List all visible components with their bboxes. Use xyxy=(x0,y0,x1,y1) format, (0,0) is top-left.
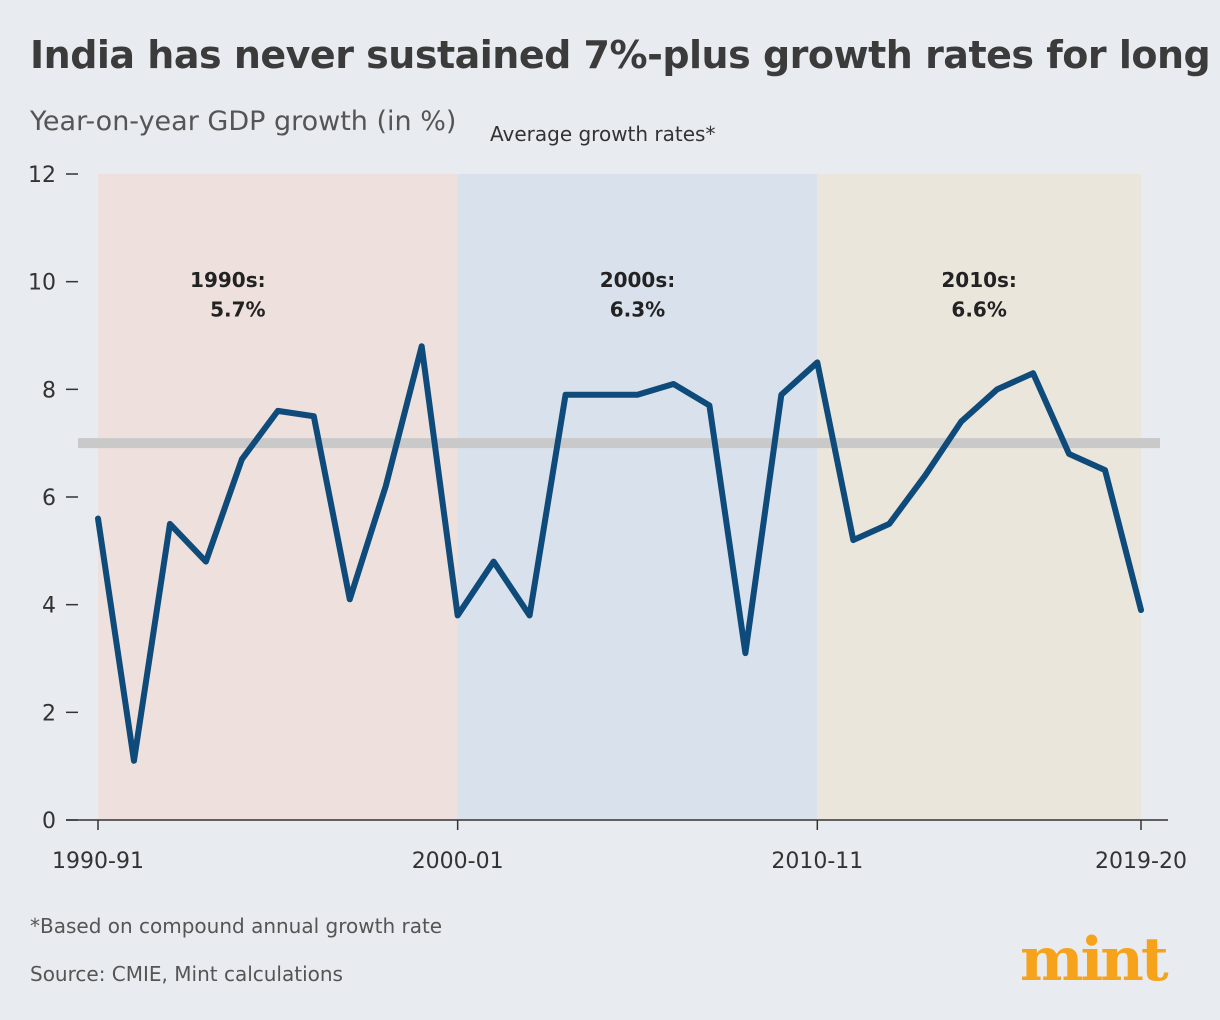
data-point xyxy=(636,394,638,396)
x-tick-label: 2000-01 xyxy=(412,849,504,874)
data-point xyxy=(169,523,171,525)
data-point xyxy=(133,760,135,762)
data-point xyxy=(241,458,243,460)
footnote: *Based on compound annual growth rate xyxy=(30,914,442,938)
band-label: 2000s: xyxy=(600,268,676,292)
x-tick-label: 2010-11 xyxy=(771,849,863,874)
data-point xyxy=(744,652,746,654)
data-point xyxy=(1068,453,1070,455)
data-point xyxy=(960,421,962,423)
data-point xyxy=(205,561,207,563)
y-tick-label: 10 xyxy=(28,271,56,296)
data-point xyxy=(565,394,567,396)
band-average-value: 6.3% xyxy=(610,298,665,322)
data-point xyxy=(493,561,495,563)
data-point xyxy=(816,361,818,363)
y-tick-label: 12 xyxy=(28,163,56,188)
band-label: 1990s: xyxy=(190,268,266,292)
source: Source: CMIE, Mint calculations xyxy=(30,962,343,986)
band-average-value: 5.7% xyxy=(210,298,265,322)
data-point xyxy=(313,415,315,417)
data-point xyxy=(780,394,782,396)
band-average-value: 6.6% xyxy=(951,298,1006,322)
data-point xyxy=(529,614,531,616)
data-point xyxy=(1032,372,1034,374)
y-tick-label: 2 xyxy=(42,701,56,726)
y-tick-label: 0 xyxy=(42,809,56,834)
y-tick-label: 8 xyxy=(42,378,56,403)
y-tick-label: 6 xyxy=(42,486,56,511)
decade-band xyxy=(817,174,1141,820)
data-point xyxy=(277,410,279,412)
data-point xyxy=(421,345,423,347)
data-point xyxy=(1104,469,1106,471)
gdp-growth-line xyxy=(95,343,1144,764)
mint-logo: mint xyxy=(1020,925,1169,995)
data-point xyxy=(385,485,387,487)
data-point xyxy=(672,383,674,385)
x-tick-label: 2019-20 xyxy=(1095,849,1187,874)
data-point xyxy=(708,404,710,406)
data-point xyxy=(601,394,603,396)
data-point xyxy=(852,539,854,541)
data-point xyxy=(349,598,351,600)
data-point xyxy=(888,523,890,525)
x-tick-label: 1990-91 xyxy=(52,849,144,874)
decade-band xyxy=(98,174,458,820)
average-note: Average growth rates* xyxy=(490,122,715,146)
data-point xyxy=(1140,609,1142,611)
chart-subtitle: Year-on-year GDP growth (in %) xyxy=(29,106,456,137)
data-point xyxy=(97,518,99,520)
data-point xyxy=(457,614,459,616)
band-label: 2010s: xyxy=(941,268,1017,292)
chart-title: India has never sustained 7%-plus growth… xyxy=(30,33,1210,77)
data-point xyxy=(924,474,926,476)
decade-band xyxy=(457,174,818,820)
data-point xyxy=(996,388,998,390)
y-tick-label: 4 xyxy=(42,594,56,619)
